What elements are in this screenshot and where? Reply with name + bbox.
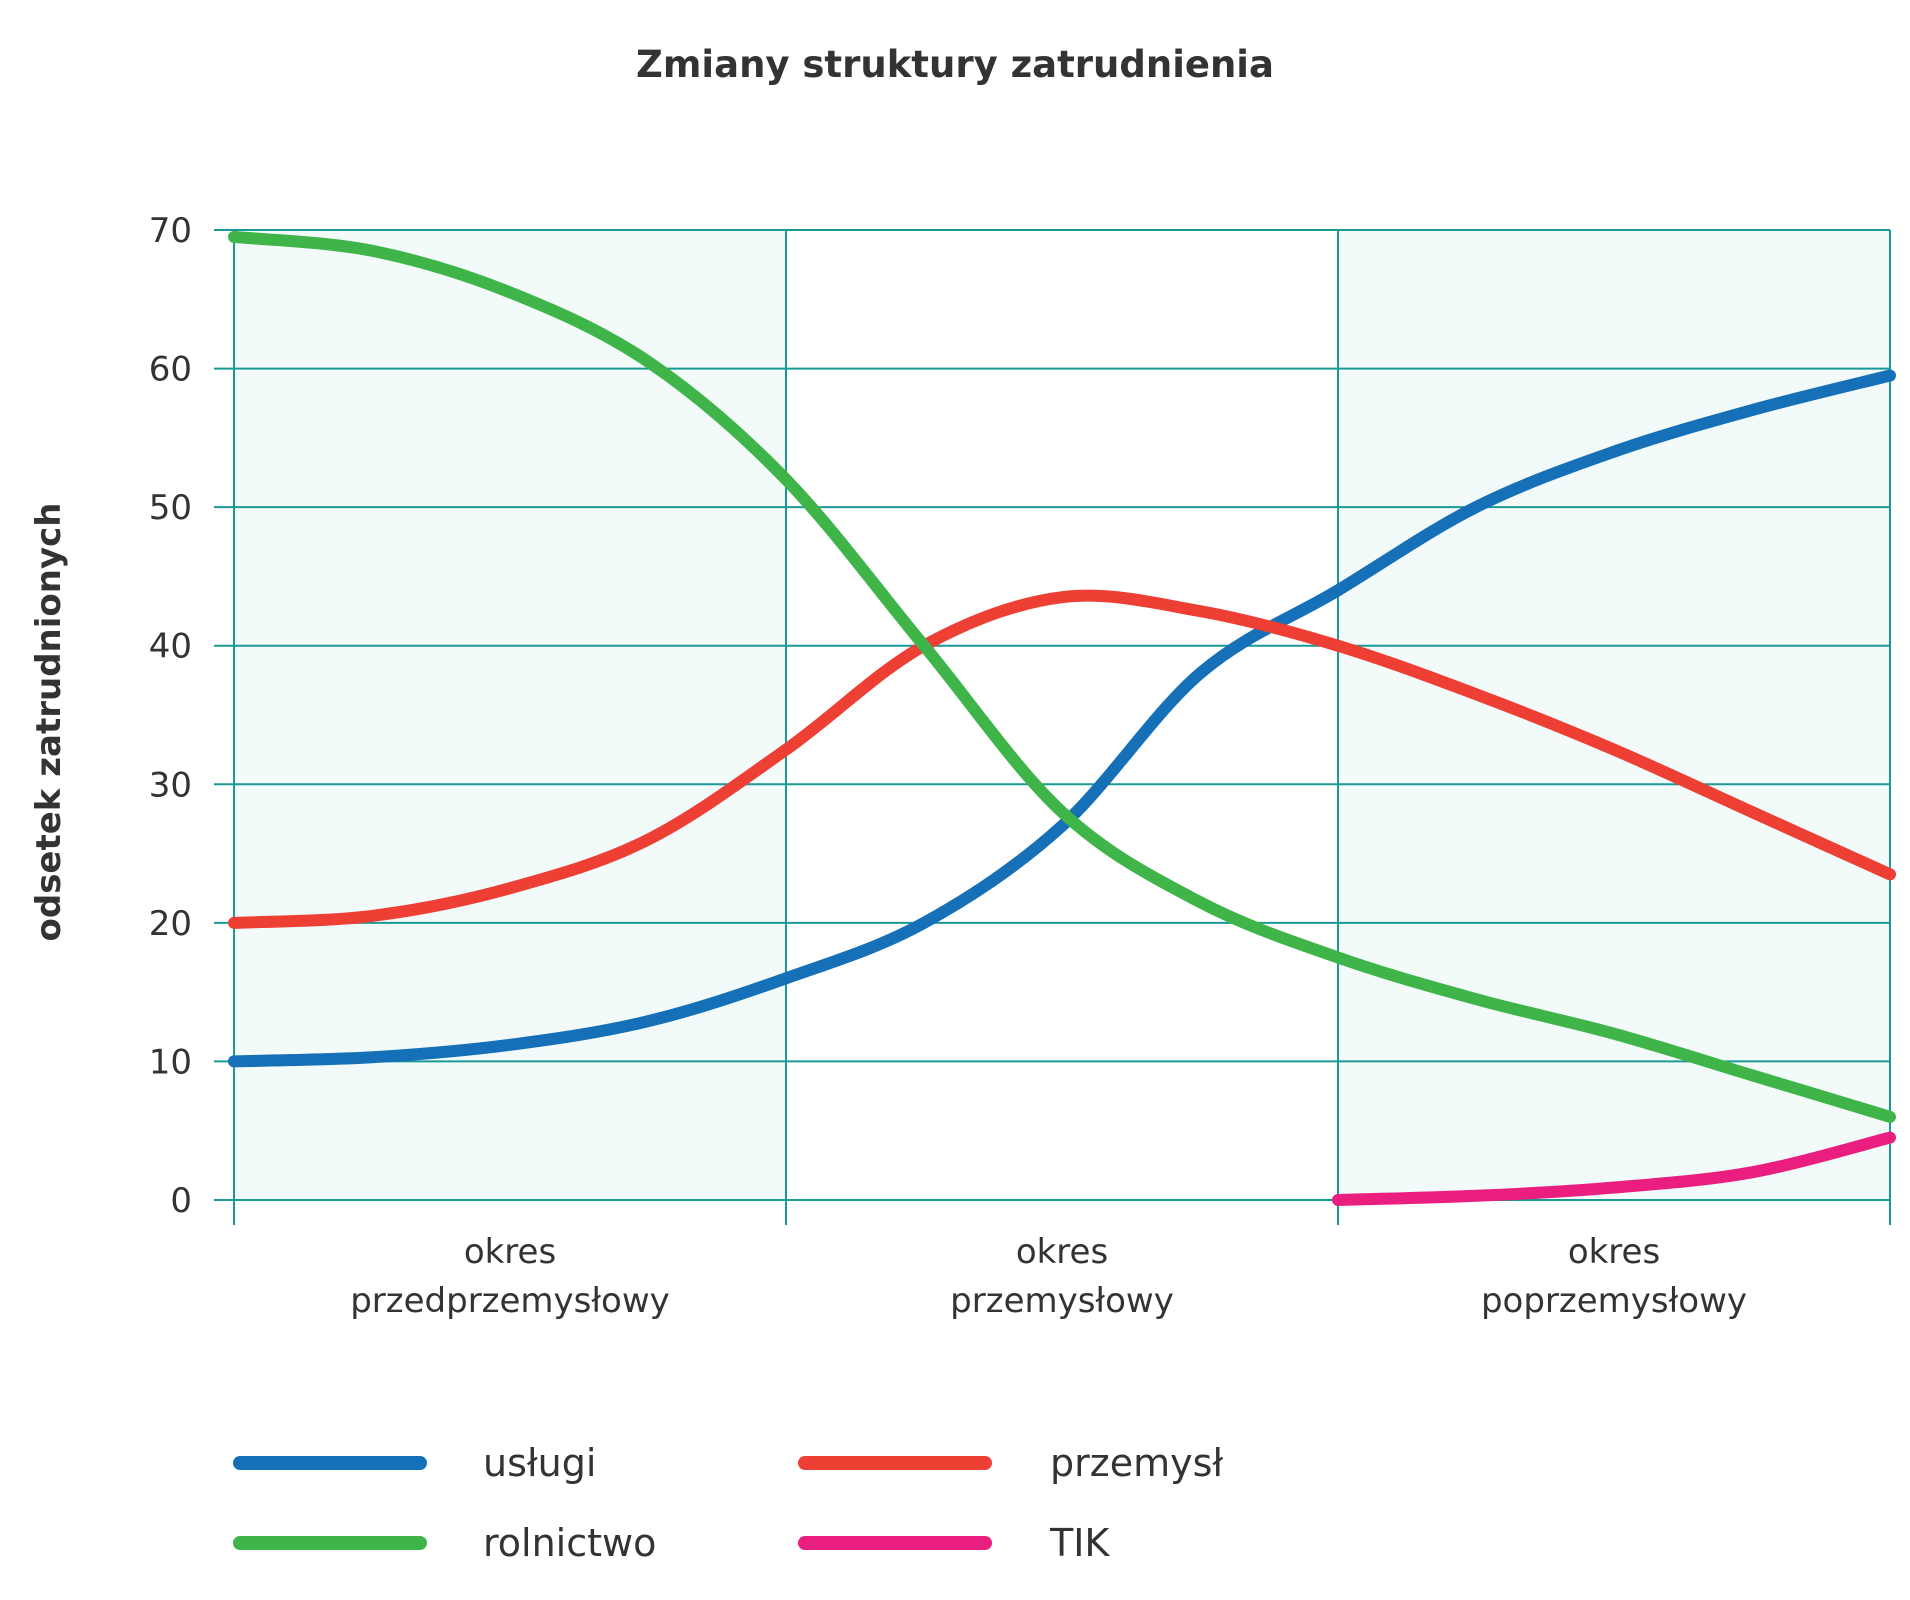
y-tick-label: 70: [149, 211, 192, 251]
period-shading: [234, 230, 1890, 1200]
series-line-przemysł: [228, 589, 1896, 929]
y-tick-labels: 0 10 20 30 40 50 60 70: [149, 211, 192, 1221]
chart-title: Zmiany struktury zatrudnienia: [636, 43, 1274, 86]
period-label-line1: okres: [464, 1232, 556, 1272]
y-tick-label: 0: [170, 1181, 192, 1221]
period-labels: okres przedprzemysłowy okres przemysłowy okr…: [350, 1232, 1747, 1321]
y-tick-label: 30: [149, 765, 192, 805]
y-tick-label: 60: [149, 350, 192, 390]
period-shade-2: [1338, 230, 1890, 1200]
period-label-line2: przemysłowy: [950, 1281, 1174, 1321]
period-label-line1: okres: [1016, 1232, 1108, 1272]
legend-label: TIK: [1049, 1521, 1110, 1565]
legend-label: usługi: [483, 1441, 596, 1485]
legend-label: rolnictwo: [483, 1521, 656, 1565]
legend-label: przemysł: [1050, 1441, 1223, 1485]
period-label-line2: poprzemysłowy: [1481, 1281, 1747, 1321]
y-tick-label: 10: [149, 1042, 192, 1082]
y-tick-label: 50: [149, 488, 192, 528]
period-label-line1: okres: [1568, 1232, 1660, 1272]
y-tick-label: 40: [149, 627, 192, 667]
legend: usługi przemysł rolnictwo TIK: [233, 1441, 1223, 1565]
period-label-line2: przedprzemysłowy: [350, 1281, 670, 1321]
series-lines: [228, 230, 1896, 1206]
series-line-rolnictwo: [228, 230, 1896, 1123]
y-axis-label: odsetek zatrudnionych: [29, 503, 69, 942]
series-line-TIK: [1332, 1131, 1896, 1206]
y-tick-label: 20: [149, 904, 192, 944]
grid: [214, 229, 1891, 1225]
